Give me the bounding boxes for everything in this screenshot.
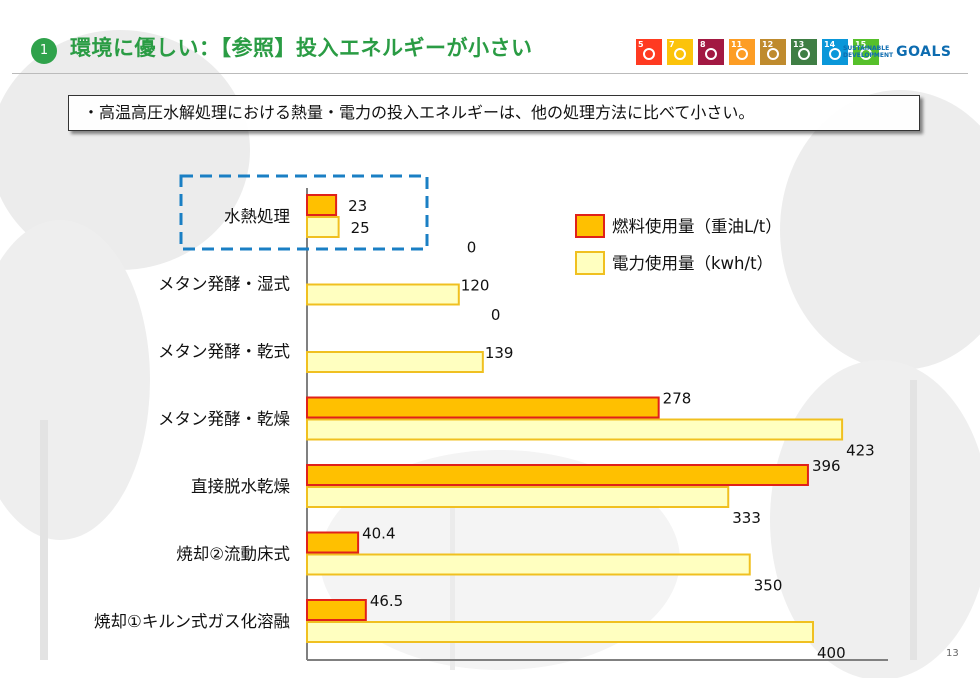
- category-label-3: メタン発酵・乾燥: [158, 410, 291, 429]
- legend-swatch-0: [575, 214, 605, 238]
- header-divider: [12, 73, 968, 74]
- sdg-goals-logo: SUSTAINABLE DEVELOPMENT GOALS: [843, 44, 952, 60]
- bar-power-2: [306, 351, 484, 373]
- sdg-goal-13-icon: 13: [791, 39, 817, 65]
- data-label-power-1: 120: [461, 277, 490, 295]
- category-label-5: 焼却②流動床式: [176, 545, 290, 564]
- sdg-goal-12-icon: 12: [760, 39, 786, 65]
- data-label-power-5: 350: [754, 577, 783, 595]
- summary-note: ・高温高圧水解処理における熱量・電力の投入エネルギーは、他の処理方法に比べて小さ…: [68, 95, 920, 131]
- sdg-goal-8-icon: 8: [698, 39, 724, 65]
- bar-power-0: [306, 216, 340, 238]
- sdg-icons: 5 7 8 11 12 13 14 15: [636, 39, 879, 65]
- sdg-goal-11-icon: 11: [729, 39, 755, 65]
- bar-power-3: [306, 418, 844, 441]
- data-label-power-4: 333: [732, 509, 761, 527]
- data-label-fuel-4: 396: [812, 457, 841, 475]
- bar-power-1: [306, 283, 460, 306]
- sdg-goal-15-icon: 15: [853, 39, 879, 65]
- sdg-goal-7-icon: 7: [667, 39, 693, 65]
- page-title: 環境に優しい：【参照】投入エネルギーが小さい: [70, 36, 533, 60]
- category-label-6: 焼却①キルン式ガス化溶融: [94, 612, 290, 631]
- data-label-fuel-5: 40.4: [362, 525, 395, 543]
- sdg-goal-5-icon: 5: [636, 39, 662, 65]
- category-label-4: 直接脱水乾燥: [191, 477, 291, 496]
- bar-power-4: [306, 486, 730, 508]
- data-label-fuel-0: 23: [348, 197, 367, 215]
- data-label-power-6: 400: [817, 644, 846, 662]
- legend-swatch-1: [575, 251, 605, 275]
- legend-label-1: 電力使用量（kwh/t）: [612, 254, 773, 273]
- data-label-fuel-2: 0: [491, 306, 501, 324]
- bar-fuel-0: [306, 194, 338, 216]
- data-label-fuel-1: 0: [467, 239, 477, 257]
- bar-fuel-4: [306, 464, 809, 486]
- bar-fuel-6: [306, 599, 367, 621]
- bar-fuel-5: [306, 531, 360, 554]
- highlight-box: [179, 174, 429, 251]
- data-label-power-3: 423: [846, 442, 875, 460]
- section-number-badge: 1: [31, 38, 57, 64]
- bar-power-5: [306, 553, 751, 576]
- bar-fuel-3: [306, 396, 660, 419]
- category-label-1: メタン発酵・湿式: [158, 275, 290, 294]
- data-label-power-0: 25: [351, 219, 370, 237]
- category-label-0: 水熱処理: [224, 207, 290, 226]
- legend-label-0: 燃料使用量（重油L/t）: [612, 217, 782, 236]
- page-number: 13: [946, 648, 959, 659]
- category-label-2: メタン発酵・乾式: [158, 342, 290, 361]
- data-label-power-2: 139: [485, 344, 514, 362]
- bar-power-6: [306, 621, 814, 643]
- sdg-goal-14-icon: 14: [822, 39, 848, 65]
- data-label-fuel-6: 46.5: [370, 592, 403, 610]
- data-label-fuel-3: 278: [663, 390, 692, 408]
